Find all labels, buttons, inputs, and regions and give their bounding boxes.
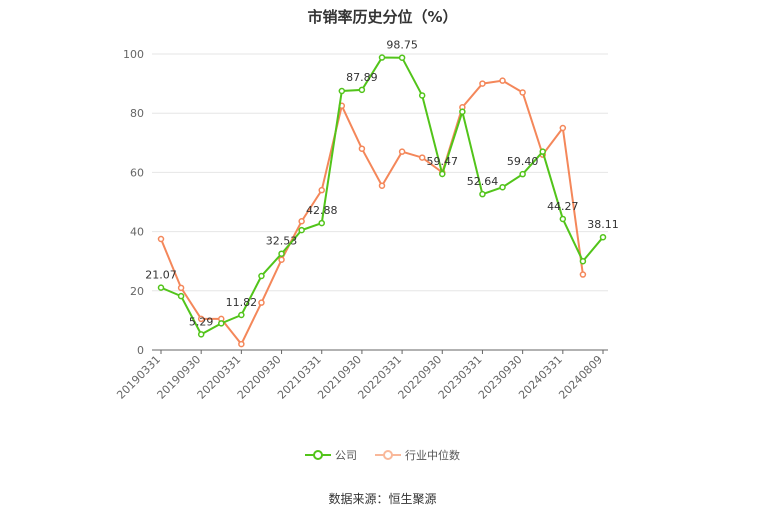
data-point-industry [398, 148, 406, 155]
data-point-company [499, 183, 506, 191]
data-point-industry [418, 154, 426, 161]
data-point-industry [177, 284, 185, 292]
data-point-industry [499, 77, 506, 84]
legend-item-industry[interactable]: 行业中位数 [375, 447, 460, 463]
data-label: 87.89 [346, 71, 378, 84]
y-tick-label: 40 [130, 226, 144, 239]
data-point-industry [278, 256, 285, 263]
data-point-company [278, 250, 285, 257]
y-tick-label: 20 [130, 285, 144, 298]
y-tick-label: 80 [130, 107, 144, 120]
data-point-industry [559, 124, 567, 132]
legend-industry-label: 行业中位数 [405, 449, 460, 462]
data-label: 42.88 [306, 204, 338, 217]
data-label: 52.64 [467, 175, 499, 188]
data-point-industry [318, 186, 325, 194]
data-point-industry [298, 217, 305, 225]
data-point-company [218, 320, 225, 327]
data-point-industry [519, 89, 526, 96]
data-point-company [599, 233, 607, 241]
data-point-industry [197, 315, 205, 323]
y-tick-label: 100 [123, 48, 144, 61]
data-label: 98.75 [386, 39, 418, 52]
data-point-industry [479, 80, 486, 87]
x-tick-label: 20240809 [556, 353, 605, 402]
chart-title: 市销率历史分位（%） [307, 8, 458, 26]
data-point-company [459, 108, 466, 115]
data-point-company [559, 215, 567, 223]
y-tick-label: 60 [130, 166, 144, 179]
data-point-company [418, 92, 426, 99]
data-point-company [338, 87, 346, 95]
data-point-industry [378, 182, 386, 189]
data-label: 38.11 [587, 218, 619, 231]
data-point-company [157, 284, 165, 291]
data-point-company [519, 170, 526, 178]
data-point-company [177, 292, 185, 300]
data-label: 21.07 [145, 269, 177, 282]
data-label: 59.47 [427, 155, 459, 168]
data-label: 11.82 [226, 296, 258, 309]
legend-item-company[interactable]: 公司 [305, 447, 357, 463]
data-label: 44.27 [547, 200, 579, 213]
legend-company-label: 公司 [335, 449, 357, 462]
data-point-company [197, 331, 205, 338]
data-point-company [579, 257, 587, 265]
data-point-industry [238, 340, 245, 348]
y-tick-label: 0 [137, 344, 144, 357]
legend-industry-marker-icon [375, 450, 401, 460]
data-point-company [439, 170, 446, 178]
data-source: 数据来源：恒生聚源 [328, 492, 437, 506]
data-label: 59.40 [507, 155, 539, 168]
data-point-company [479, 190, 486, 198]
data-point-company [378, 54, 386, 61]
data-point-industry [157, 235, 165, 243]
data-point-company [358, 86, 366, 94]
legend: 公司 行业中位数 [0, 447, 765, 463]
data-point-industry [358, 145, 366, 152]
data-point-company [398, 54, 406, 61]
data-point-industry [579, 271, 587, 278]
data-label: 5.29 [189, 315, 214, 328]
data-label: 32.53 [266, 235, 298, 248]
data-point-company [258, 272, 265, 280]
data-point-company [318, 219, 325, 227]
data-point-industry [258, 299, 265, 306]
data-point-company [539, 148, 546, 155]
series-line-industry [160, 79, 584, 346]
series-line-company [160, 56, 604, 336]
legend-company-marker-icon [305, 450, 331, 460]
data-point-company [238, 311, 245, 319]
data-point-company [298, 226, 305, 234]
